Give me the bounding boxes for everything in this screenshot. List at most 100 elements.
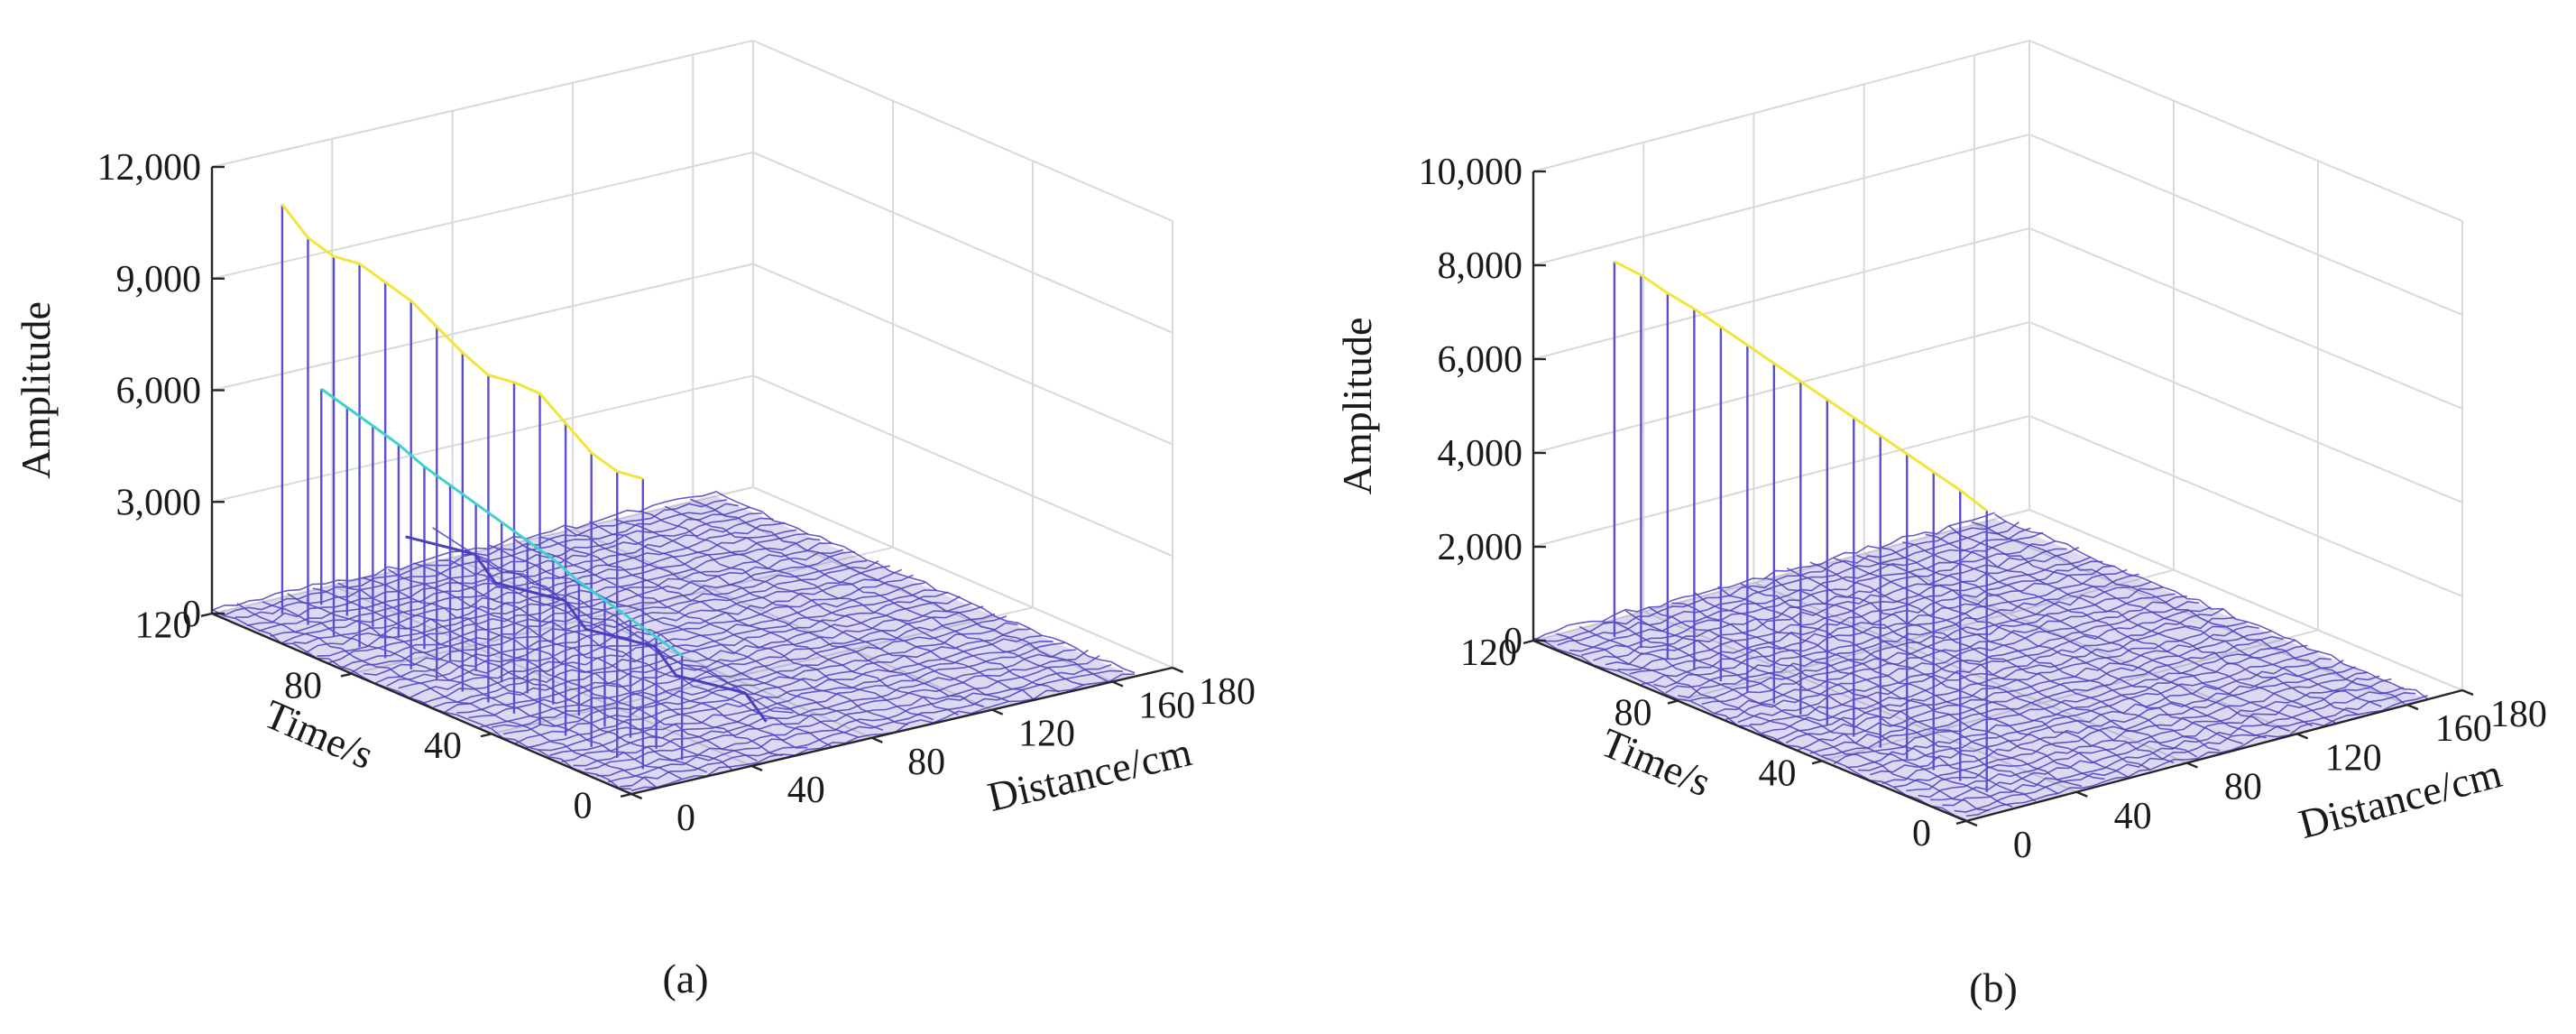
mesh-line xyxy=(689,498,1110,683)
y-tick-label: 120 xyxy=(135,605,192,647)
mesh-line xyxy=(235,503,739,618)
grid-line xyxy=(351,546,894,675)
mesh-line xyxy=(409,574,914,698)
x-tick-label: 180 xyxy=(2490,694,2547,735)
grid-line xyxy=(211,263,754,392)
z-tick-label: 2,000 xyxy=(1438,527,1523,568)
mesh-line xyxy=(1532,637,1967,821)
grid-line xyxy=(1532,415,2030,548)
mesh-line xyxy=(1689,581,2152,702)
mesh-line xyxy=(293,529,797,644)
grid-line xyxy=(1753,581,2187,764)
mesh-line xyxy=(1929,678,2392,801)
grid-lines xyxy=(211,40,1173,795)
x-tick xyxy=(871,736,883,743)
x-tick-label: 120 xyxy=(1018,714,1075,755)
x-tick xyxy=(2075,790,2088,798)
z-tick-label: 3,000 xyxy=(116,482,202,523)
mesh-line xyxy=(1665,568,2128,694)
grid-line xyxy=(211,151,754,280)
y-axis-label: Time/s xyxy=(1595,719,1717,806)
x-tick xyxy=(2296,733,2309,740)
mesh-line xyxy=(337,582,758,762)
y-tick xyxy=(480,733,492,738)
mesh-line xyxy=(1740,583,2175,763)
grid-line xyxy=(1532,227,2030,360)
mesh-line xyxy=(1694,592,2129,778)
y-axis xyxy=(1532,639,1967,823)
peak-1-ridge xyxy=(281,203,644,481)
y-axis xyxy=(211,612,632,796)
grid-line xyxy=(752,40,1173,222)
grid-line xyxy=(752,374,1173,558)
x-axis xyxy=(1965,688,2463,823)
mesh-line xyxy=(1725,595,2187,720)
mesh-line xyxy=(1671,602,2105,780)
mesh-line xyxy=(1556,632,1990,812)
peak-1 xyxy=(1613,260,1988,792)
grid-line xyxy=(211,486,754,614)
x-tick xyxy=(2406,704,2419,711)
mesh-line xyxy=(1653,565,2115,688)
grid-line xyxy=(491,606,1034,735)
mesh-line xyxy=(1918,675,2380,799)
mesh-line xyxy=(1855,554,2290,732)
mesh-line xyxy=(1971,521,2406,705)
mesh-line xyxy=(1602,621,2037,802)
mesh-line xyxy=(270,517,774,637)
mesh-line xyxy=(596,654,1100,777)
mesh-line xyxy=(1641,560,2103,686)
mesh-line xyxy=(1881,660,2344,785)
z-tick-label: 8,000 xyxy=(1438,245,1523,287)
mesh-line xyxy=(1557,522,2019,646)
mesh-line xyxy=(1833,557,2267,739)
surface-floor xyxy=(211,490,1136,794)
x-axis xyxy=(630,666,1173,796)
mesh-line xyxy=(1786,568,2221,752)
grid-line xyxy=(2029,509,2463,691)
mesh-line xyxy=(538,536,960,716)
grid-line xyxy=(692,500,1113,683)
grid-line xyxy=(2029,321,2463,503)
peak-1 xyxy=(281,203,644,770)
x-tick-label: 0 xyxy=(2013,825,2032,866)
grid-line xyxy=(1821,629,2319,762)
z-tick-label: 12,000 xyxy=(97,147,202,189)
grid-line xyxy=(1532,321,2030,454)
x-tick xyxy=(1172,666,1184,674)
axes: 040801201601800408012002,0004,0006,0008,… xyxy=(1334,152,2547,866)
mesh-line xyxy=(236,603,658,789)
mesh-line xyxy=(287,593,707,773)
mesh-line xyxy=(444,591,949,713)
mesh-line xyxy=(1902,541,2336,724)
mesh-line xyxy=(1947,524,2382,707)
grid-line xyxy=(1532,134,2030,266)
mesh-line xyxy=(1965,694,2428,817)
mesh-line xyxy=(327,542,833,664)
noise-low xyxy=(405,527,794,723)
y-tick-label: 40 xyxy=(1759,752,1797,794)
x-tick-label: 40 xyxy=(787,770,825,811)
mesh-line xyxy=(363,577,783,757)
grid-line xyxy=(2029,227,2463,410)
x-tick xyxy=(991,708,1004,715)
mesh-line xyxy=(1879,546,2313,727)
z-tick-label: 6,000 xyxy=(116,371,202,412)
grid-line xyxy=(1532,509,2030,642)
grid-line xyxy=(1532,40,2030,172)
y-tick-label: 40 xyxy=(424,725,462,767)
chart-panel-b: 040801201601800408012002,0004,0006,0008,… xyxy=(1334,40,2547,1011)
mesh-line xyxy=(630,673,1136,792)
mesh-line xyxy=(561,642,1065,762)
noise-low-ridge xyxy=(405,535,768,723)
mesh-line xyxy=(1701,586,2164,706)
x-tick-label: 160 xyxy=(2435,708,2492,750)
mesh-line xyxy=(433,589,937,708)
mesh-line xyxy=(639,510,1060,693)
y-tick xyxy=(200,612,213,617)
x-tick xyxy=(630,792,643,800)
mesh-line xyxy=(363,559,867,676)
mesh-line xyxy=(1578,625,2013,808)
